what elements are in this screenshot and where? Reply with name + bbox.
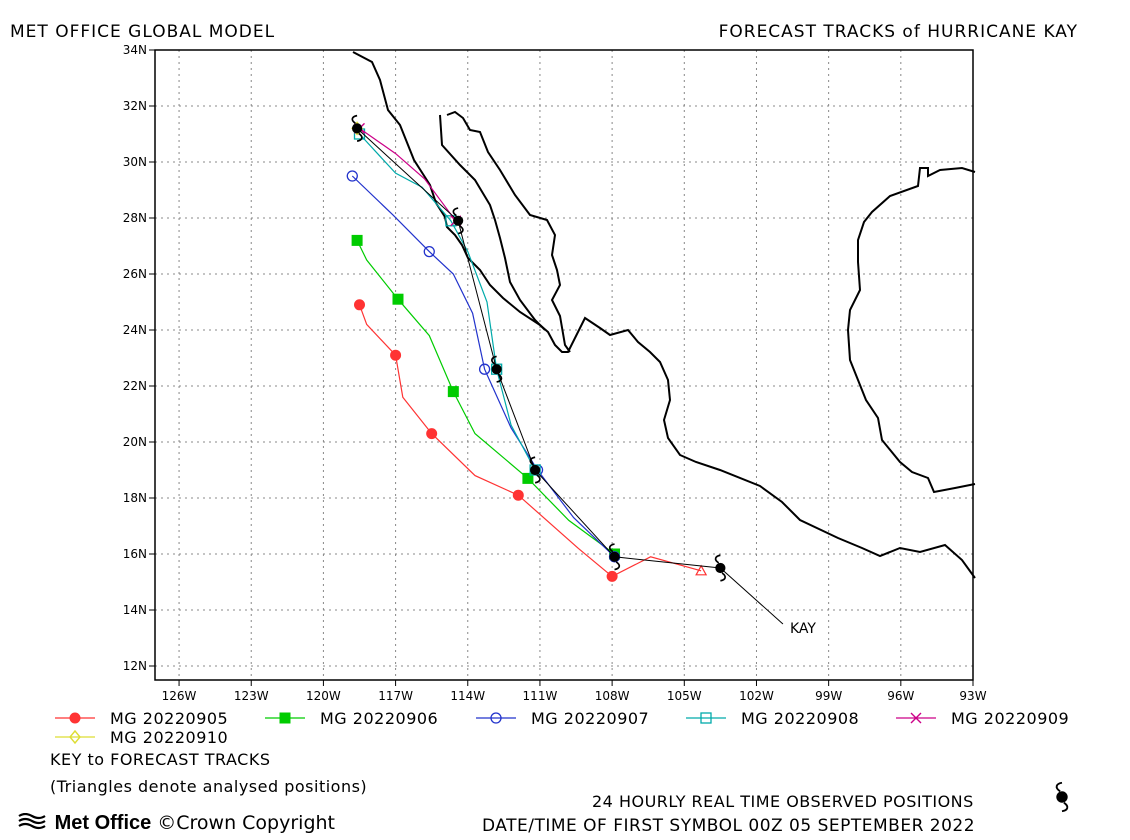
- legend-item: MG 20220907: [476, 709, 649, 728]
- track-point: [351, 234, 363, 246]
- legend-item: MG 20220908: [686, 709, 859, 728]
- y-tick-label: 16N: [123, 547, 147, 561]
- x-tick-label: 114W: [450, 689, 485, 703]
- x-tick-label: 102W: [739, 689, 774, 703]
- track-line: [359, 133, 536, 471]
- legend: MG 20220905 MG 20220906 MG 20220907 MG 2022…: [55, 709, 1069, 747]
- y-tick-label: 26N: [123, 267, 147, 281]
- copyright-text: ©Crown Copyright: [157, 812, 335, 834]
- track-line: [351, 175, 615, 558]
- track-point: [522, 472, 534, 484]
- track-point: [478, 363, 491, 375]
- legend-swatch-marker: [69, 712, 81, 724]
- observed-tail-line: [720, 567, 784, 625]
- chart-title: FORECAST TRACKS of HURRICANE KAY: [718, 22, 1078, 42]
- track-point: [423, 245, 435, 258]
- legend-label: MG 20220908: [741, 709, 859, 728]
- x-tick-label: 96W: [887, 689, 914, 703]
- storm-name-label: KAY: [790, 621, 816, 637]
- track-point: [447, 386, 459, 398]
- y-tick-label: 32N: [123, 99, 147, 113]
- track-mg-20220905: [354, 299, 702, 582]
- legend-label: MG 20220906: [320, 709, 438, 728]
- track-point: [392, 293, 404, 305]
- y-tick-label: 34N: [123, 43, 147, 57]
- observed-position: [351, 114, 363, 142]
- legend-label: MG 20220910: [110, 728, 228, 747]
- legend-item: MG 20220906: [265, 709, 438, 728]
- datetime-note: DATE/TIME OF FIRST SYMBOL 00Z 05 SEPTEMB…: [482, 816, 976, 836]
- forecast-tracks: [346, 121, 708, 582]
- legend-item: MG 20220905: [55, 709, 228, 728]
- y-tick-label: 18N: [123, 491, 147, 505]
- y-tick-label: 20N: [123, 435, 147, 449]
- coastline-baja-west: [439, 114, 546, 331]
- x-tick-label: 126W: [162, 689, 197, 703]
- track-point: [390, 349, 402, 361]
- key-note: (Triangles denote analysed positions): [50, 777, 368, 796]
- model-title: MET OFFICE GLOBAL MODEL: [10, 22, 276, 42]
- observed-track-line: [356, 128, 721, 569]
- coastline-gulf: [846, 166, 976, 494]
- brand-name: Met Office: [54, 812, 152, 834]
- x-tick-label: 99W: [815, 689, 842, 703]
- track-line: [359, 127, 457, 222]
- legend-swatch-marker: [69, 729, 81, 745]
- track-point: [606, 570, 618, 582]
- legend-swatch-marker: [490, 712, 502, 724]
- key-title: KEY to FORECAST TRACKS: [50, 750, 271, 769]
- x-tick-label: 123W: [234, 689, 269, 703]
- track-mg-20220908: [353, 128, 541, 476]
- track-mg-20220907: [346, 170, 621, 563]
- met-office-logo: Met Office ©Crown Copyright: [18, 812, 335, 835]
- track-point: [512, 489, 524, 501]
- x-tick-label: 93W: [959, 689, 986, 703]
- observed-position: [714, 554, 726, 582]
- x-tick-label: 105W: [667, 689, 702, 703]
- plot-frame: [154, 49, 974, 681]
- y-tick-label: 30N: [123, 155, 147, 169]
- y-tick-label: 12N: [123, 659, 147, 673]
- observed-note: 24 HOURLY REAL TIME OBSERVED POSITIONS: [592, 792, 974, 811]
- legend-swatch-marker: [279, 712, 291, 724]
- legend-item: MG 20220910: [55, 728, 228, 747]
- y-tick-label: 14N: [123, 603, 147, 617]
- observed-track: [351, 114, 784, 625]
- observed-position: [491, 355, 503, 383]
- hurricane-key-symbol: [1055, 781, 1069, 813]
- axis-labels: 126W 123W 120W 117W 114W 111W 108W 105W 102W 99W 9…: [123, 43, 987, 703]
- legend-label: MG 20220907: [531, 709, 649, 728]
- analysed-position: [695, 564, 708, 576]
- x-tick-label: 120W: [306, 689, 341, 703]
- legend-swatch-marker: [910, 712, 922, 724]
- hurricane-symbol-icon: [1055, 781, 1069, 813]
- met-office-waves-icon: [18, 812, 46, 830]
- legend-label: MG 20220905: [110, 709, 228, 728]
- x-tick-label: 111W: [523, 689, 558, 703]
- x-tick-label: 108W: [595, 689, 630, 703]
- observed-position: [452, 207, 464, 235]
- coastline-baja: [446, 110, 571, 353]
- legend-label: MG 20220909: [951, 709, 1069, 728]
- y-tick-label: 28N: [123, 211, 147, 225]
- gridlines: [155, 49, 974, 680]
- observed-position: [529, 456, 541, 484]
- legend-item: MG 20220909: [896, 709, 1069, 728]
- track-point: [354, 299, 365, 311]
- track-line: [358, 304, 702, 578]
- coastline-mainland: [352, 51, 976, 579]
- legend-swatch-marker: [700, 712, 712, 724]
- track-mg-20220906: [351, 234, 621, 560]
- track-point: [426, 428, 438, 440]
- track-point: [346, 170, 358, 182]
- observed-position: [608, 543, 621, 571]
- x-tick-label: 117W: [378, 689, 413, 703]
- y-tick-label: 22N: [123, 379, 147, 393]
- y-tick-label: 24N: [123, 323, 147, 337]
- coastlines: [352, 51, 976, 579]
